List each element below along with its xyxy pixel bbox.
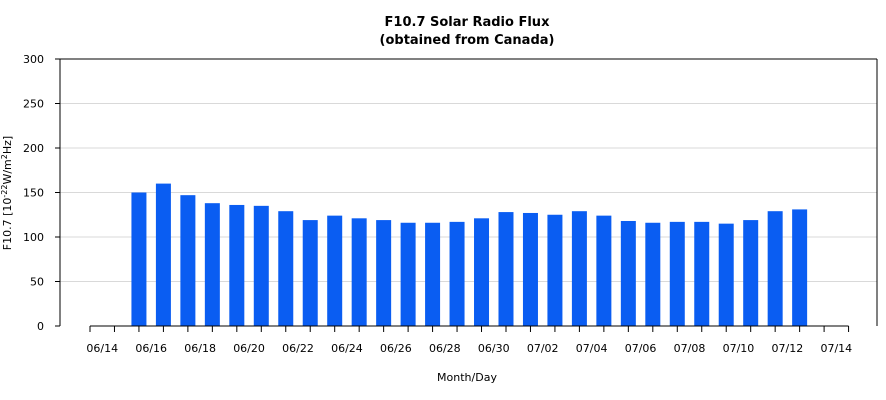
y-tick-label: 150	[23, 187, 44, 200]
y-axis-label-sup: -22	[0, 185, 9, 198]
y-axis-label-sup2: 2	[0, 154, 9, 159]
x-tick-label: 07/02	[527, 342, 559, 355]
bar-06-20	[253, 205, 269, 326]
x-tick-label: 06/14	[86, 342, 118, 355]
bar-07-03	[571, 211, 587, 326]
bar-07-11	[767, 211, 783, 326]
x-tick-label: 06/30	[478, 342, 510, 355]
bar-07-04	[596, 215, 612, 326]
x-tick-label: 07/08	[674, 342, 706, 355]
bar-07-05	[620, 220, 636, 326]
y-tick-label: 50	[30, 276, 44, 289]
bar-06-19	[229, 204, 245, 326]
bar-06-29	[474, 218, 490, 326]
bar-07-02	[547, 214, 563, 326]
bar-06-25	[376, 220, 392, 326]
bar-06-23	[327, 215, 343, 326]
bar-06-24	[351, 218, 367, 326]
y-axis-label: F10.7 [10-22W/m2Hz]	[0, 136, 14, 250]
x-tick-label: 06/16	[135, 342, 167, 355]
y-tick-label: 0	[37, 320, 44, 333]
x-tick-label: 07/04	[576, 342, 608, 355]
y-axis-label-part1: F10.7 [10	[1, 198, 14, 251]
x-axis-ticks: 06/14 06/16 06/18 06/20 06/22 06/24 06/26 06/28…	[86, 326, 852, 355]
chart-title: F10.7 Solar Radio Flux	[385, 15, 551, 30]
bar-06-26	[400, 222, 416, 326]
bar-07-10	[743, 220, 759, 326]
bar-06-15	[131, 192, 147, 326]
bar-series	[131, 183, 808, 326]
bar-07-09	[718, 223, 734, 326]
bar-06-28	[449, 221, 465, 326]
x-axis-label: Month/Day	[437, 371, 497, 384]
y-axis-label-part2: W/m	[1, 159, 14, 184]
x-tick-label: 06/26	[380, 342, 412, 355]
x-tick-label: 06/18	[184, 342, 216, 355]
y-tick-label: 200	[23, 142, 44, 155]
y-axis-label-part3: Hz]	[1, 136, 14, 154]
x-tick-label: 07/14	[820, 342, 852, 355]
y-tick-label: 300	[23, 53, 44, 66]
bar-06-22	[302, 220, 318, 326]
x-tick-label: 06/24	[331, 342, 363, 355]
bar-07-06	[645, 222, 661, 326]
bar-06-17	[180, 195, 196, 326]
x-tick-label: 07/10	[723, 342, 755, 355]
bar-07-01	[522, 212, 538, 326]
chart-subtitle: (obtained from Canada)	[380, 33, 555, 48]
bar-06-30	[498, 212, 514, 326]
x-tick-label: 06/20	[233, 342, 265, 355]
x-tick-label: 07/12	[772, 342, 804, 355]
bar-06-27	[425, 222, 441, 326]
y-tick-label: 100	[23, 231, 44, 244]
bar-07-08	[694, 221, 710, 326]
bar-06-21	[278, 211, 294, 326]
x-tick-label: 06/22	[282, 342, 314, 355]
y-axis-ticks: 0 50 100 150 200 250 300	[23, 53, 60, 333]
bar-06-18	[204, 203, 220, 326]
x-tick-label: 07/06	[625, 342, 657, 355]
bar-06-16	[155, 183, 171, 326]
y-tick-label: 250	[23, 98, 44, 111]
bar-07-12	[792, 209, 808, 326]
bar-07-07	[669, 221, 685, 326]
x-tick-label: 06/28	[429, 342, 461, 355]
